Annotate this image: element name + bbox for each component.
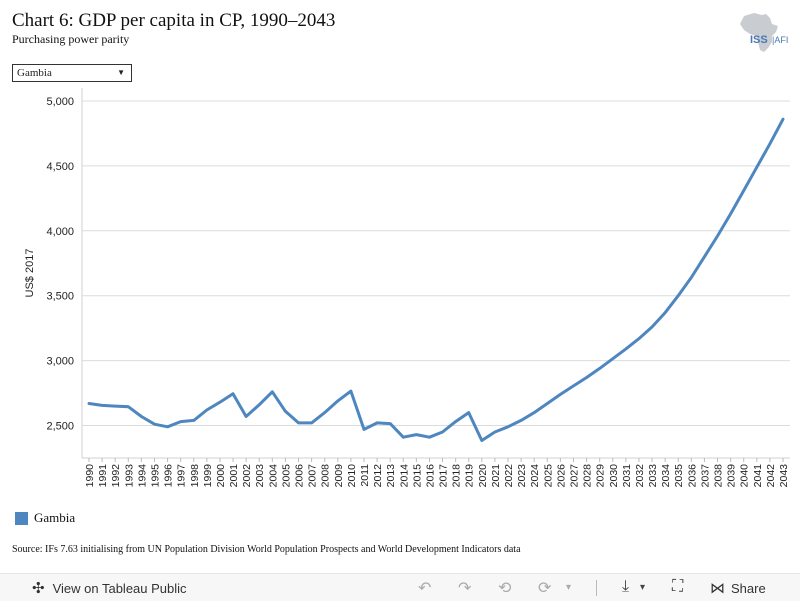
x-tick-label: 2013: [385, 464, 397, 488]
x-tick-label: 2009: [333, 464, 345, 488]
chart-title: Chart 6: GDP per capita in CP, 1990–2043: [12, 10, 336, 31]
x-tick-label: 1994: [136, 464, 148, 488]
share-icon: ⋈: [710, 580, 725, 597]
undo-icon[interactable]: ↶: [418, 580, 432, 597]
africa-map-icon: [740, 13, 778, 52]
legend-swatch: [15, 511, 28, 525]
x-tick-label: 1999: [202, 464, 214, 488]
x-tick-label: 2028: [582, 464, 594, 488]
refresh-dropdown-icon[interactable]: ▾: [566, 582, 572, 593]
y-tick-label: 4,500: [46, 161, 74, 173]
x-tick-label: 2037: [699, 464, 711, 488]
y-axis-label: US$ 2017: [24, 249, 36, 298]
x-tick-label: 2019: [464, 464, 476, 488]
dropdown-selected-value: Gambia: [17, 67, 52, 79]
x-tick-label: 2032: [634, 464, 646, 488]
x-tick-label: 1996: [163, 464, 175, 488]
y-tick-label: 3,500: [46, 291, 74, 303]
x-tick-label: 2016: [424, 464, 436, 488]
y-tick-label: 3,000: [46, 356, 74, 368]
y-tick-label: 4,000: [46, 226, 74, 238]
x-tick-label: 2007: [307, 464, 319, 488]
x-tick-label: 2010: [346, 464, 358, 488]
x-tick-label: 2033: [647, 464, 659, 488]
x-tick-label: 2014: [398, 464, 410, 488]
x-tick-label: 2029: [595, 464, 607, 488]
legend-label: Gambia: [34, 510, 76, 525]
dropdown-arrow-icon: ▼: [117, 68, 125, 77]
view-on-tableau-label: View on Tableau Public: [52, 580, 187, 596]
x-tick-label: 2015: [411, 464, 423, 488]
x-tick-label: 2005: [280, 464, 292, 488]
source-note: Source: IFs 7.63 initialising from UN Po…: [12, 544, 521, 555]
iss-afi-logo: ISS |AFI: [736, 10, 792, 56]
x-tick-label: 2042: [765, 464, 777, 488]
revert-icon[interactable]: ⟲: [498, 580, 512, 597]
x-tick-label: 2001: [228, 464, 240, 488]
x-tick-label: 2034: [660, 464, 672, 488]
x-tick-label: 1990: [84, 464, 96, 488]
series-line-gambia: [87, 117, 785, 442]
x-tick-label: 1992: [110, 464, 122, 488]
tableau-toolbar: ✣ View on Tableau Public ↶ ↷ ⟲ ⟳ ▾ ⤓ ▾ ⛶…: [0, 573, 800, 601]
x-tick-label: 1993: [123, 464, 135, 488]
country-filter-dropdown[interactable]: Gambia ▼: [12, 64, 132, 82]
x-tick-label: 2025: [542, 464, 554, 488]
legend: Gambia: [15, 510, 75, 526]
x-tick-label: 2027: [568, 464, 580, 488]
x-tick-label: 2039: [726, 464, 738, 488]
download-dropdown-icon[interactable]: ▾: [640, 582, 646, 593]
x-tick-label: 2043: [778, 464, 790, 488]
x-tick-label: 2023: [516, 464, 528, 488]
refresh-icon[interactable]: ⟳: [538, 580, 552, 597]
x-tick-label: 2008: [320, 464, 332, 488]
x-tick-label: 2036: [686, 464, 698, 488]
chart-subtitle: Purchasing power parity: [12, 32, 130, 46]
x-tick-label: 2021: [490, 464, 502, 488]
svg-text:ISS: ISS: [750, 34, 768, 46]
x-tick-label: 2038: [713, 464, 725, 488]
svg-text:|AFI: |AFI: [772, 35, 788, 45]
share-label: Share: [731, 580, 766, 596]
share-button[interactable]: ⋈ Share: [710, 579, 766, 597]
tableau-icon: ✣: [32, 580, 45, 597]
x-tick-label: 2011: [359, 464, 371, 487]
view-on-tableau-button[interactable]: ✣ View on Tableau Public: [32, 579, 187, 597]
redo-icon[interactable]: ↷: [458, 580, 472, 597]
y-tick-label: 5,000: [46, 96, 74, 108]
x-tick-label: 2020: [477, 464, 489, 488]
toolbar-divider: [596, 580, 597, 596]
download-icon[interactable]: ⤓: [622, 578, 630, 595]
x-tick-label: 2018: [451, 464, 463, 488]
x-tick-label: 2024: [529, 464, 541, 488]
x-tick-label: 2003: [254, 464, 266, 488]
x-tick-label: 2012: [372, 464, 384, 488]
x-tick-label: 2000: [215, 464, 227, 488]
x-tick-label: 2026: [555, 464, 567, 488]
fullscreen-icon[interactable]: ⛶: [672, 578, 684, 595]
x-tick-label: 2030: [608, 464, 620, 488]
x-tick-label: 2002: [241, 464, 253, 488]
x-tick-label: 2035: [673, 464, 685, 488]
x-tick-label: 2004: [267, 464, 279, 488]
x-tick-label: 2022: [503, 464, 515, 488]
x-tick-label: 2041: [752, 464, 764, 488]
x-tick-label: 1991: [97, 464, 109, 488]
y-tick-label: 2,500: [46, 421, 74, 433]
x-tick-label: 2017: [438, 464, 450, 488]
x-tick-label: 1995: [149, 464, 161, 488]
x-tick-label: 2040: [739, 464, 751, 488]
x-tick-label: 2031: [621, 464, 633, 488]
x-tick-label: 1998: [189, 464, 201, 488]
x-tick-label: 2006: [294, 464, 306, 488]
x-tick-label: 1997: [176, 464, 188, 488]
